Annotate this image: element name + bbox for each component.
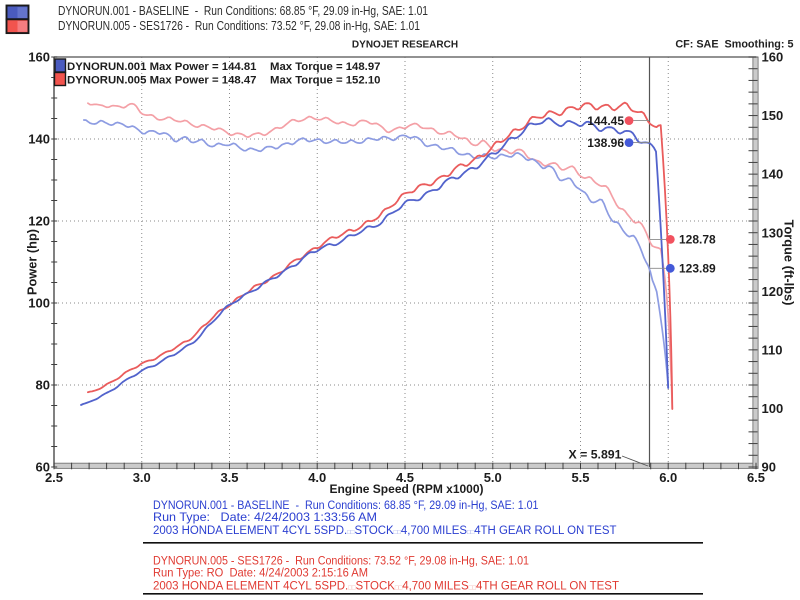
svg-text:Run Type: Date: 4/24/2003 1:: Run Type: Date: 4/24/2003 1:33:56 AM [153,510,377,524]
svg-text:Run Type: RO Date: 4/24/2003: Run Type: RO Date: 4/24/2003 2:15:16 AM [153,565,368,579]
svg-text:5.5: 5.5 [571,470,589,485]
svg-text:80: 80 [36,378,50,393]
svg-text:100: 100 [762,401,784,416]
svg-text:138.96: 138.96 [587,136,624,150]
svg-text:160: 160 [762,50,784,65]
svg-text:120: 120 [762,284,784,299]
svg-text:DYNORUN.005 - SES1726 - Run C: DYNORUN.005 - SES1726 - Run Conditions: … [153,554,529,568]
svg-text:X = 5.891: X = 5.891 [569,448,622,462]
svg-text:3.5: 3.5 [220,470,238,485]
svg-text:4.5: 4.5 [396,470,414,485]
svg-text:160: 160 [28,50,50,65]
svg-text:140: 140 [762,167,784,182]
svg-text:123.89: 123.89 [679,262,716,276]
svg-text:DYNOJET RESEARCH: DYNOJET RESEARCH [352,40,458,51]
svg-text:140: 140 [28,132,50,147]
svg-text:Max Torque = 152.10: Max Torque = 152.10 [270,75,380,87]
svg-text:Max Torque = 148.97: Max Torque = 148.97 [270,61,380,73]
svg-text:144.45: 144.45 [587,114,624,128]
svg-text:4.0: 4.0 [308,470,326,485]
svg-text:130: 130 [762,225,784,240]
svg-text:120: 120 [28,214,50,229]
svg-text:Engine Speed (RPM x1000): Engine Speed (RPM x1000) [329,482,483,496]
svg-text:DYNORUN.005 Max Power = 148.47: DYNORUN.005 Max Power = 148.47 [67,75,256,87]
svg-text:6.5: 6.5 [747,470,765,485]
svg-text:2.5: 2.5 [45,470,63,485]
svg-text:3.0: 3.0 [133,470,151,485]
svg-text:Power (hp): Power (hp) [24,229,39,295]
svg-text:90: 90 [762,460,776,475]
svg-text:CF: SAE Smoothing: 5: CF: SAE Smoothing: 5 [675,39,793,51]
svg-text:DYNORUN.005 - SES1726 - Run C: DYNORUN.005 - SES1726 - Run Conditions: … [58,19,420,33]
svg-text:128.78: 128.78 [679,233,716,247]
svg-text:DYNORUN.001 Max Power = 144.81: DYNORUN.001 Max Power = 144.81 [67,61,256,73]
svg-text:Torque (ft-lbs): Torque (ft-lbs) [782,220,797,306]
svg-text:60: 60 [36,460,50,475]
svg-text:110: 110 [762,342,783,357]
svg-text:2003 HONDA ELEMENT 4CYL 5SPD.□: 2003 HONDA ELEMENT 4CYL 5SPD.□□STOCK□□4,… [153,578,619,592]
svg-text:6.0: 6.0 [659,470,677,485]
svg-text:DYNORUN.001 - BASELINE - Run: DYNORUN.001 - BASELINE - Run Conditions:… [153,498,539,512]
svg-text:2003 HONDA ELEMENT 4CYL 5SPD.□: 2003 HONDA ELEMENT 4CYL 5SPD.□□STOCK□□4,… [153,523,617,537]
svg-text:150: 150 [762,108,784,123]
svg-text:5.0: 5.0 [484,470,502,485]
svg-text:100: 100 [28,296,50,311]
svg-text:DYNORUN.001 - BASELINE - Run: DYNORUN.001 - BASELINE - Run Conditions:… [58,4,428,18]
